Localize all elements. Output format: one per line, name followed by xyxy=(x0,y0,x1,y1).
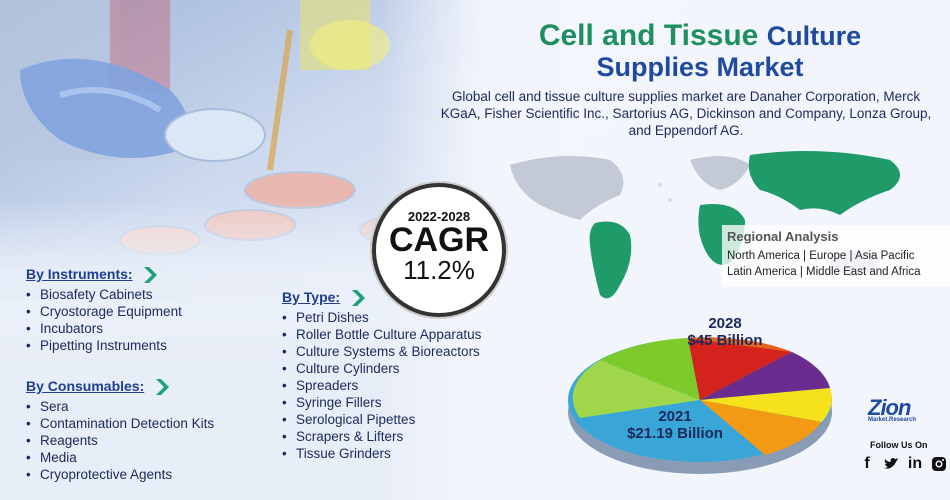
list-item: Culture Systems & Bioreactors xyxy=(282,343,481,360)
twitter-icon[interactable] xyxy=(882,455,900,473)
instruments-heading: By Instruments: xyxy=(26,265,133,282)
regional-analysis-title: Regional Analysis xyxy=(727,229,839,244)
title-part1: Cell and Tissue xyxy=(538,19,759,52)
list-item: Reagents xyxy=(26,432,214,449)
type-section: By Type: Petri Dishes Roller Bottle Cult… xyxy=(282,288,481,462)
social-links: f in xyxy=(858,455,948,473)
list-item: Media xyxy=(26,449,214,466)
type-list: Petri Dishes Roller Bottle Culture Appar… xyxy=(282,309,481,462)
list-item: Petri Dishes xyxy=(282,309,481,326)
instruments-section: By Instruments: Biosafety Cabinets Cryos… xyxy=(26,265,182,354)
consumables-section: By Consumables: Sera Contamination Detec… xyxy=(26,377,214,483)
follow-us-label: Follow Us On xyxy=(870,440,928,450)
market-description: Global cell and tissue culture supplies … xyxy=(440,89,932,138)
chevron-right-icon xyxy=(144,267,158,283)
list-item: Biosafety Cabinets xyxy=(26,286,182,303)
title-part2: Culture xyxy=(766,21,862,51)
pie-slice-lightgreen xyxy=(572,360,700,418)
list-item: Cryoprotective Agents xyxy=(26,466,214,483)
list-item: Cryostorage Equipment xyxy=(26,303,182,320)
market-2021-value: $21.19 Billion xyxy=(627,425,723,442)
pie-slice-yellow xyxy=(700,388,832,422)
list-item: Spreaders xyxy=(282,377,481,394)
facebook-icon[interactable]: f xyxy=(864,455,870,472)
cagr-value: 11.2% xyxy=(403,255,475,285)
consumables-list: Sera Contamination Detection Kits Reagen… xyxy=(26,398,214,483)
zion-logo[interactable]: Zion Market.Research xyxy=(868,395,928,429)
market-pie-graphic xyxy=(568,337,832,474)
regional-analysis-panel xyxy=(722,225,950,287)
list-item: Sera xyxy=(26,398,214,415)
pie-slice-purple xyxy=(700,352,830,400)
list-item: Pipetting Instruments xyxy=(26,337,182,354)
pie-slice-red xyxy=(688,337,792,400)
region-line-1: North America | Europe | Asia Pacific xyxy=(727,250,915,262)
instruments-list: Biosafety Cabinets Cryostorage Equipment… xyxy=(26,286,182,354)
pie-slice-green xyxy=(600,338,700,400)
world-map xyxy=(510,151,900,299)
instagram-icon[interactable] xyxy=(930,455,948,473)
type-heading: By Type: xyxy=(282,288,341,305)
pie-slice-orange xyxy=(700,400,822,455)
regional-analysis-list: North America | Europe | Asia Pacific La… xyxy=(727,248,949,280)
title-line2: Supplies Market xyxy=(596,52,804,82)
list-item: Contamination Detection Kits xyxy=(26,415,214,432)
consumables-heading: By Consumables: xyxy=(26,377,145,394)
list-item: Roller Bottle Culture Apparatus xyxy=(282,326,481,343)
linkedin-icon[interactable]: in xyxy=(907,455,923,472)
list-item: Incubators xyxy=(26,320,182,337)
chevron-right-icon xyxy=(351,290,365,306)
list-item: Tissue Grinders xyxy=(282,445,481,462)
market-2028-year: 2028 xyxy=(708,315,742,332)
list-item: Syringe Fillers xyxy=(282,394,481,411)
market-2021-year: 2021 xyxy=(658,408,692,425)
region-line-2: Latin America | Middle East and Africa xyxy=(727,266,921,278)
list-item: Culture Cylinders xyxy=(282,360,481,377)
list-item: Scrapers & Lifters xyxy=(282,428,481,445)
market-2021-label: 2021 $21.19 Billion xyxy=(620,408,730,442)
logo-sub: Market.Research xyxy=(868,417,917,423)
logo-main: Zion xyxy=(868,395,911,420)
page-title: Cell and Tissue Culture Supplies Market xyxy=(470,19,930,83)
market-2028-label: 2028 $45 Billion xyxy=(670,315,780,349)
list-item: Serological Pipettes xyxy=(282,411,481,428)
cagr-years: 2022-2028 xyxy=(407,209,471,224)
chevron-right-icon xyxy=(156,379,170,395)
cagr-label: CAGR xyxy=(388,221,490,259)
market-2028-value: $45 Billion xyxy=(687,332,763,349)
